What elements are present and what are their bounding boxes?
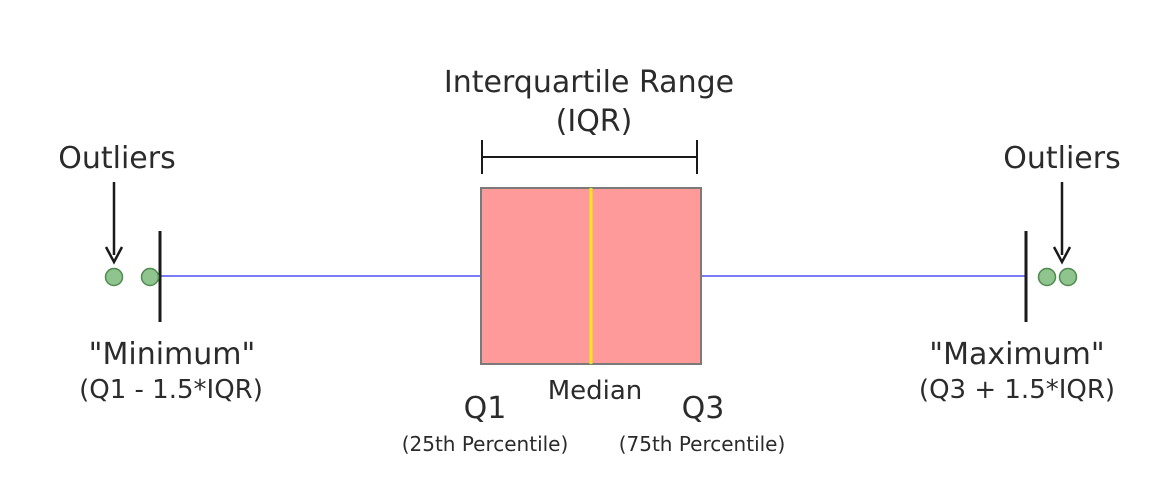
outlier-point-left-2 bbox=[140, 267, 160, 287]
outliers-label-left: Outliers bbox=[58, 141, 175, 176]
median-label: Median bbox=[548, 376, 643, 406]
outlier-point-right-1 bbox=[1037, 267, 1057, 287]
q1-label: Q1 bbox=[464, 391, 507, 426]
iqr-abbrev: (IQR) bbox=[556, 104, 633, 139]
outliers-label-right: Outliers bbox=[1003, 141, 1120, 176]
outlier-point-left-1 bbox=[104, 267, 124, 287]
q3-label: Q3 bbox=[682, 391, 725, 426]
maximum-formula: (Q3 + 1.5*IQR) bbox=[919, 375, 1115, 405]
q3-percentile-note: (75th Percentile) bbox=[619, 432, 786, 456]
q1-percentile-note: (25th Percentile) bbox=[402, 432, 569, 456]
iqr-bracket bbox=[481, 140, 698, 174]
arrow-down-icon-left bbox=[104, 182, 124, 265]
maximum-label: "Maximum" bbox=[929, 337, 1104, 372]
outlier-point-right-2 bbox=[1058, 267, 1078, 287]
iqr-title: Interquartile Range bbox=[444, 65, 734, 100]
minimum-label: "Minimum" bbox=[89, 337, 256, 372]
minimum-formula: (Q1 - 1.5*IQR) bbox=[79, 375, 263, 405]
arrow-down-icon-right bbox=[1052, 182, 1072, 265]
